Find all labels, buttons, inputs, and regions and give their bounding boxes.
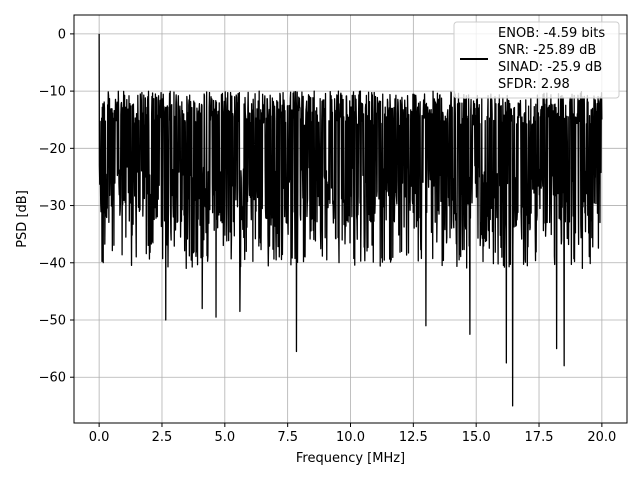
x-tick-label: 2.5	[152, 430, 173, 445]
x-tick-label: 12.5	[399, 430, 428, 445]
x-axis-label: Frequency [MHz]	[296, 451, 405, 466]
x-tick-label: 7.5	[277, 430, 298, 445]
y-axis-label: PSD [dB]	[15, 190, 30, 248]
series-layer	[98, 33, 603, 407]
legend-entry-sfdr: SFDR: 2.98	[498, 77, 570, 92]
x-tick-label: 15.0	[462, 430, 491, 445]
legend-box	[453, 21, 620, 99]
y-tick-label: −50	[39, 313, 66, 328]
legend-entry-sinad: SINAD: -25.9 dB	[498, 60, 602, 75]
psd-series-line	[98, 33, 603, 407]
legend: ENOB: -4.59 bits SNR: -25.89 dB SINAD: -…	[453, 21, 620, 99]
x-axis-ticks: 0.0 2.5 5.0 7.5 10.0 12.5 15.0 17.5 20.0	[89, 423, 616, 445]
x-tick-label: 0.0	[89, 430, 110, 445]
y-tick-label: −10	[39, 85, 66, 100]
x-tick-label: 10.0	[336, 430, 365, 445]
y-tick-label: −30	[39, 199, 66, 214]
y-tick-label: −20	[39, 142, 66, 157]
y-axis-ticks: 0 −10 −20 −30 −40 −50 −60	[39, 27, 74, 386]
legend-entry-snr: SNR: -25.89 dB	[498, 43, 596, 58]
x-tick-label: 5.0	[214, 430, 235, 445]
y-tick-label: −60	[39, 371, 66, 386]
legend-entry-enob: ENOB: -4.59 bits	[498, 26, 605, 41]
y-tick-label: 0	[58, 27, 66, 42]
y-tick-label: −40	[39, 256, 66, 271]
x-tick-label: 20.0	[587, 430, 616, 445]
x-tick-label: 17.5	[525, 430, 554, 445]
